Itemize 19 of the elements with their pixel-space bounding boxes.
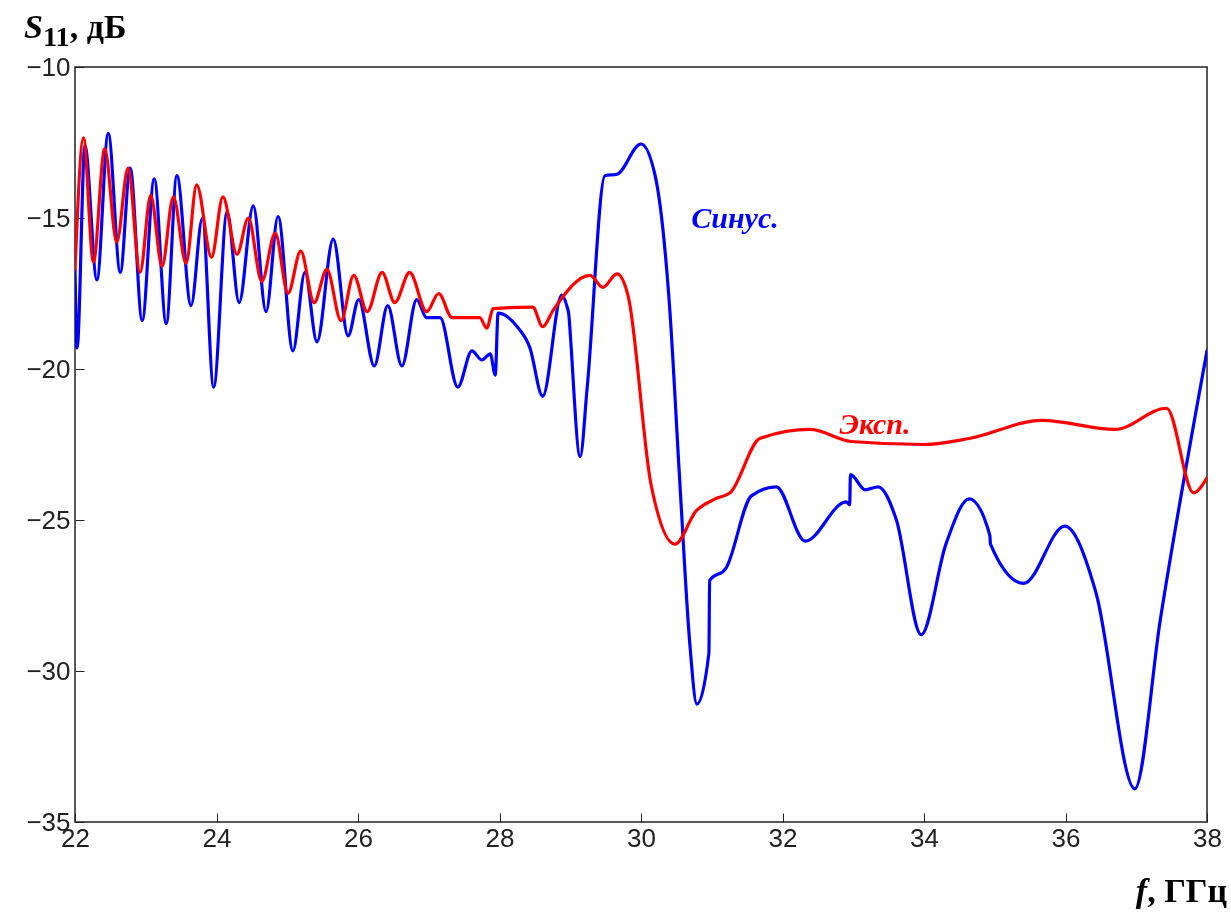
y-tick-label: −10	[26, 51, 71, 82]
series-label: Эксп.	[839, 407, 911, 440]
x-tick-label: 34	[910, 822, 939, 853]
x-tick-label: 28	[485, 822, 515, 853]
x-tick-label: 36	[1051, 822, 1081, 853]
x-tick-label: 26	[344, 822, 373, 853]
y-tick-label: −20	[26, 353, 71, 384]
line-series	[75, 136, 1207, 546]
x-tick-label: 38	[1193, 822, 1222, 853]
x-tick-label: 30	[627, 822, 656, 853]
y-tick-label: −30	[26, 655, 71, 686]
series-label: Синус.	[691, 201, 779, 234]
y-tick-label: −25	[26, 504, 71, 535]
line-series	[75, 131, 1207, 791]
x-tick-label: 24	[202, 822, 232, 853]
y-axis-title: S$_{11}$, дБ	[24, 8, 127, 53]
x-axis-title: f, ГГц	[1135, 872, 1227, 910]
y-tick-label: −15	[26, 202, 71, 233]
x-tick-label: 32	[768, 822, 798, 853]
